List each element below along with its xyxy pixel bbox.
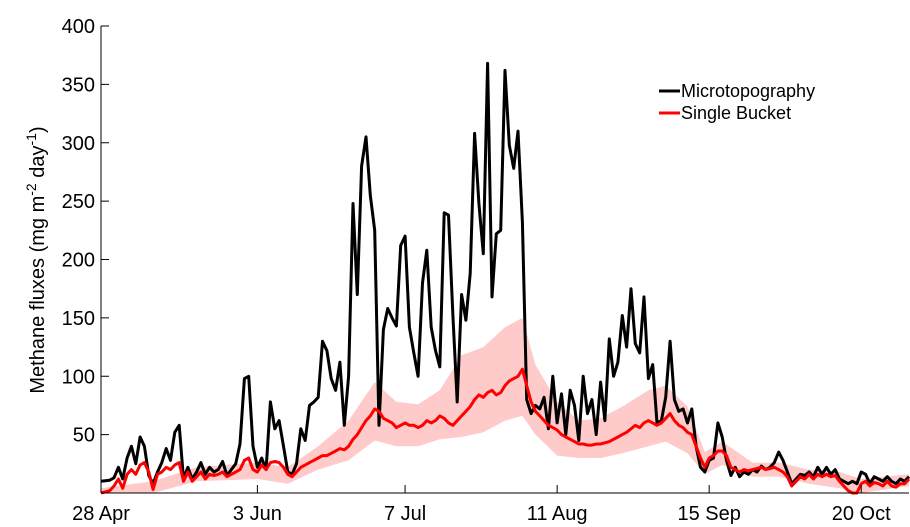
x-tick-label-0: 28 Apr [72, 503, 130, 525]
y-tick-label-50: 50 [73, 425, 95, 447]
single-bucket-uncertainty-band [101, 317, 909, 493]
single-bucket-line [100, 367, 910, 495]
series-layer [100, 61, 910, 495]
y-axis-title-base: Methane fluxes (mg m [27, 196, 49, 394]
y-axis-title-mid: day [27, 146, 49, 184]
y-tick-label-350: 350 [62, 74, 95, 96]
y-tick-label-100: 100 [62, 366, 95, 388]
x-ticks-layer: 28 Apr 3 Jun 7 Jul 11 Aug 15 Sep 20 Oct [72, 485, 891, 525]
y-tick-label-300: 300 [62, 133, 95, 155]
y-ticks-layer: 50 100 150 200 250 300 350 400 [62, 16, 109, 447]
x-tick-label-3: 11 Aug [527, 503, 588, 525]
y-axis-title: Methane fluxes (mg m-2 day-1) [23, 126, 49, 393]
x-tick-label-1: 3 Jun [233, 503, 282, 525]
legend: Microtopography Single Bucket [659, 81, 815, 123]
legend-label-single-bucket: Single Bucket [681, 103, 791, 123]
y-tick-label-150: 150 [62, 308, 95, 330]
y-axis-title-end: ) [27, 126, 49, 133]
y-axis-title-exp2: -1 [23, 133, 39, 146]
y-axis-title-exp1: -2 [23, 183, 39, 196]
microtopography-line [100, 61, 910, 486]
x-tick-label-2: 7 Jul [384, 503, 426, 525]
legend-label-microtopography: Microtopography [681, 81, 815, 101]
y-tick-label-250: 250 [62, 191, 95, 213]
y-tick-label-400: 400 [62, 16, 95, 38]
uncertainty-band-layer [101, 317, 909, 493]
y-tick-label-200: 200 [62, 250, 95, 272]
x-tick-label-5: 20 Oct [832, 503, 891, 525]
x-tick-label-4: 15 Sep [677, 503, 740, 525]
